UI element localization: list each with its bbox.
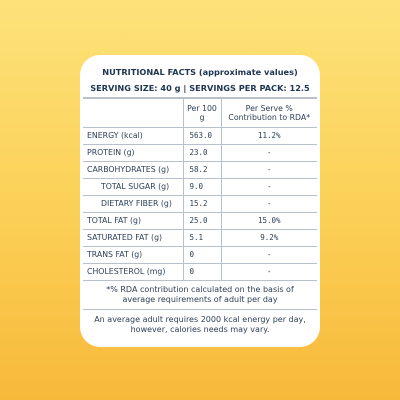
table-row: TRANS FAT (g) 0- (83, 246, 317, 264)
nutrient-name: ENERGY (kcal) (83, 127, 184, 145)
per-100g-value: 25.0 (182, 212, 222, 230)
per-100g-value: 0 (182, 246, 222, 264)
table-row: PROTEIN (g) 23.0- (83, 144, 317, 162)
table-row: TOTAL FAT (g) 25.0 15.0% (83, 212, 317, 230)
rda-value: - (220, 161, 317, 179)
rda-value: - (220, 195, 317, 213)
table-row: SATURATED FAT (g) 5.1 9.2% (83, 229, 317, 247)
table-row: ENERGY (kcal) 563.0 11.2% (83, 127, 317, 145)
table-row: TOTAL SUGAR (g) 9.0- (83, 178, 317, 196)
rda-footnote: *% RDA contribution calculated on the ba… (83, 281, 317, 310)
rda-value: - (220, 263, 317, 281)
per-100g-value: 58.2 (182, 161, 222, 179)
rda-value: - (220, 246, 317, 264)
per-100g-value: 23.0 (182, 144, 222, 162)
header-per-100g: Per 100 g (182, 98, 222, 128)
rda-value: 11.2% (220, 127, 317, 145)
table-row: DIETARY FIBER (g) 15.2- (83, 195, 317, 213)
table-row: CARBOHYDRATES (g) 58.2- (83, 161, 317, 179)
table-header-row: Per 100 g Per Serve % Contribution to RD… (83, 98, 317, 128)
nutrition-facts-card: NUTRITIONAL FACTS (approximate values) S… (80, 55, 320, 347)
nutrient-name: TOTAL SUGAR (g) (83, 178, 184, 196)
energy-footnote: An average adult requires 2000 kcal ener… (94, 315, 306, 334)
header-nutrient (83, 98, 184, 128)
per-100g-value: 563.0 (182, 127, 222, 145)
nutrient-name: SATURATED FAT (g) (83, 229, 184, 247)
rda-value: - (220, 178, 317, 196)
serving-info: SERVING SIZE: 40 g | SERVINGS PER PACK: … (83, 79, 317, 98)
header-rda: Per Serve % Contribution to RDA* (220, 98, 317, 128)
nutrient-name: TOTAL FAT (g) (83, 212, 184, 230)
per-100g-value: 5.1 (182, 229, 222, 247)
per-100g-value: 9.0 (182, 178, 222, 196)
nutrient-name: TRANS FAT (g) (83, 246, 184, 264)
nutrition-table: Per 100 g Per Serve % Contribution to RD… (83, 98, 317, 281)
nutrient-name: PROTEIN (g) (83, 144, 184, 162)
rda-value: 15.0% (220, 212, 317, 230)
per-100g-value: 15.2 (182, 195, 222, 213)
nutrient-name: DIETARY FIBER (g) (83, 195, 184, 213)
nutrient-name: CARBOHYDRATES (g) (83, 161, 184, 179)
table-row: CHOLESTEROL (mg) 0- (83, 263, 317, 281)
rda-value: - (220, 144, 317, 162)
panel-title: NUTRITIONAL FACTS (approximate values) (102, 67, 298, 77)
per-100g-value: 0 (182, 263, 222, 281)
rda-value: 9.2% (220, 229, 317, 247)
nutrient-name: CHOLESTEROL (mg) (83, 263, 184, 281)
